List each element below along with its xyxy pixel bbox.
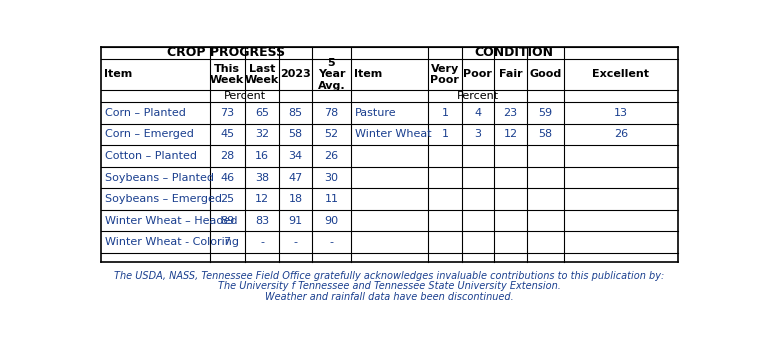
- Text: Percent: Percent: [223, 91, 266, 101]
- Text: Percent: Percent: [457, 91, 499, 101]
- Text: 23: 23: [503, 108, 518, 118]
- Text: 59: 59: [538, 108, 553, 118]
- Text: 12: 12: [255, 194, 269, 204]
- Text: Corn – Planted: Corn – Planted: [105, 108, 186, 118]
- Text: 52: 52: [325, 130, 338, 139]
- Text: 34: 34: [289, 151, 302, 161]
- Text: Excellent: Excellent: [592, 69, 649, 79]
- Text: Good: Good: [529, 69, 562, 79]
- Text: 58: 58: [538, 130, 553, 139]
- Text: 78: 78: [325, 108, 338, 118]
- Text: CROP PROGRESS: CROP PROGRESS: [167, 46, 285, 59]
- Text: Weather and rainfall data have been discontinued.: Weather and rainfall data have been disc…: [265, 291, 514, 302]
- Text: Poor: Poor: [464, 69, 492, 79]
- Text: -: -: [329, 237, 334, 247]
- Text: 73: 73: [220, 108, 234, 118]
- Text: 2023: 2023: [280, 69, 311, 79]
- Text: 90: 90: [325, 216, 338, 226]
- Text: 46: 46: [220, 172, 234, 183]
- Text: 83: 83: [255, 216, 269, 226]
- Text: 18: 18: [289, 194, 302, 204]
- Text: 13: 13: [614, 108, 628, 118]
- Text: -: -: [293, 237, 298, 247]
- Text: 11: 11: [325, 194, 338, 204]
- Text: 16: 16: [255, 151, 269, 161]
- Text: Item: Item: [104, 69, 132, 79]
- Text: The USDA, NASS, Tennessee Field Office gratefully acknowledges invaluable contri: The USDA, NASS, Tennessee Field Office g…: [114, 272, 665, 281]
- Text: 85: 85: [289, 108, 302, 118]
- Text: Fair: Fair: [499, 69, 522, 79]
- Text: 1: 1: [442, 108, 448, 118]
- Text: 1: 1: [442, 130, 448, 139]
- Text: 7: 7: [223, 237, 231, 247]
- Text: CONDITION: CONDITION: [475, 46, 554, 59]
- Text: 4: 4: [474, 108, 481, 118]
- Text: 32: 32: [255, 130, 269, 139]
- Text: Winter Wheat: Winter Wheat: [355, 130, 431, 139]
- Text: Winter Wheat - Coloring: Winter Wheat - Coloring: [105, 237, 239, 247]
- Text: 5
Year
Avg.: 5 Year Avg.: [318, 58, 345, 91]
- Text: 38: 38: [255, 172, 269, 183]
- Text: 25: 25: [220, 194, 234, 204]
- Text: Corn – Emerged: Corn – Emerged: [105, 130, 194, 139]
- Text: 12: 12: [503, 130, 518, 139]
- Text: This
Week: This Week: [210, 64, 244, 85]
- Text: Item: Item: [354, 69, 382, 79]
- Text: 3: 3: [474, 130, 481, 139]
- Text: 47: 47: [289, 172, 302, 183]
- Text: Soybeans – Emerged: Soybeans – Emerged: [105, 194, 222, 204]
- Text: Winter Wheat – Headed: Winter Wheat – Headed: [105, 216, 238, 226]
- Text: 91: 91: [289, 216, 302, 226]
- Text: Cotton – Planted: Cotton – Planted: [105, 151, 197, 161]
- Text: 28: 28: [220, 151, 234, 161]
- Text: Soybeans – Planted: Soybeans – Planted: [105, 172, 214, 183]
- Text: The University f Tennessee and Tennessee State University Extension.: The University f Tennessee and Tennessee…: [218, 281, 561, 291]
- Text: 30: 30: [325, 172, 338, 183]
- Text: Very
Poor: Very Poor: [430, 64, 459, 85]
- Text: 45: 45: [220, 130, 234, 139]
- Text: Pasture: Pasture: [355, 108, 396, 118]
- Text: 65: 65: [255, 108, 269, 118]
- Text: 89: 89: [220, 216, 234, 226]
- Text: 26: 26: [614, 130, 628, 139]
- Text: 58: 58: [289, 130, 302, 139]
- Text: Last
Week: Last Week: [245, 64, 279, 85]
- Text: 26: 26: [325, 151, 338, 161]
- Text: -: -: [260, 237, 264, 247]
